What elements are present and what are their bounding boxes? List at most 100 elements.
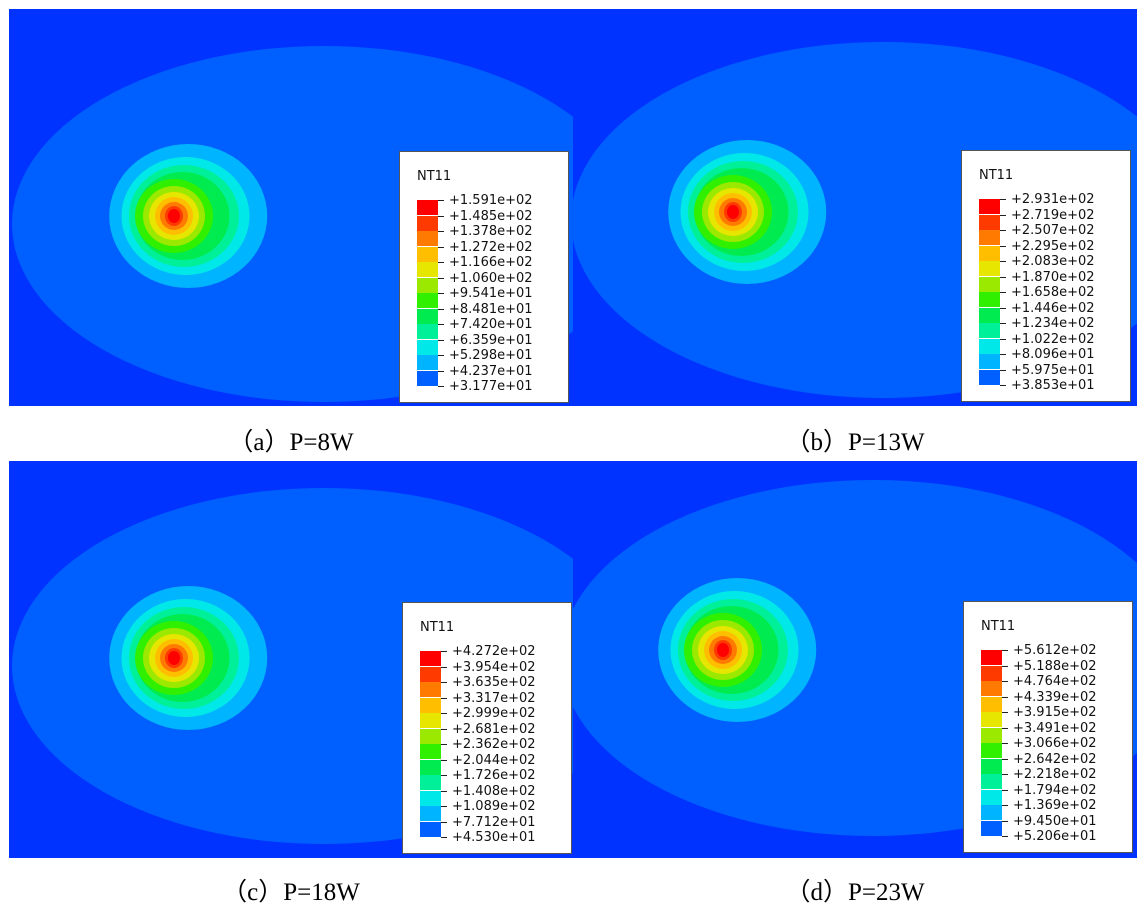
legend-tick <box>1002 650 1008 651</box>
legend-value: +2.295e+02 <box>1011 238 1095 254</box>
legend-value: +2.999e+02 <box>452 706 536 721</box>
legend-tick <box>441 666 447 668</box>
legend-swatch <box>420 744 441 759</box>
legend-tick <box>1000 292 1006 293</box>
legend-tick <box>1002 805 1008 806</box>
legend-swatch <box>981 665 1002 681</box>
contour-region-level-12 <box>717 643 729 657</box>
legend-tick <box>438 200 444 201</box>
legend-tick <box>438 355 444 356</box>
legend-tick <box>1002 665 1008 667</box>
legend-tick <box>1002 712 1008 713</box>
legend-value: +4.764e+02 <box>1013 674 1097 689</box>
legend-swatch <box>420 728 441 744</box>
legend-value: +1.591e+02 <box>449 193 533 208</box>
legend-swatch <box>417 246 438 262</box>
legend-tick <box>441 790 447 792</box>
legend-swatch <box>981 727 1002 743</box>
legend-swatch <box>979 338 1000 354</box>
legend-tick <box>438 324 444 325</box>
legend-tick <box>441 759 447 761</box>
legend-value: +1.408e+02 <box>452 783 536 799</box>
legend-swatch <box>420 682 441 697</box>
legend-value: +4.339e+02 <box>1013 689 1097 705</box>
legend-tick <box>1002 696 1008 698</box>
contour-panel-a: NT11 +1.591e+02 +1.485e+02 +1.378e+02 +1.272… <box>9 9 573 406</box>
legend-value: +1.726e+02 <box>452 768 536 783</box>
legend-swatch <box>981 774 1002 789</box>
legend-value: +2.044e+02 <box>452 752 536 768</box>
legend-swatch <box>417 277 438 293</box>
legend-tick <box>1002 758 1008 760</box>
legend-tick <box>1000 323 1006 324</box>
legend-title: NT11 <box>979 168 1014 183</box>
legend-value: +7.420e+01 <box>449 317 533 332</box>
legend-value: +4.530e+01 <box>452 830 536 845</box>
legend-value: +3.853e+01 <box>1011 378 1095 393</box>
legend-tick <box>438 370 444 372</box>
legend-swatch <box>981 789 1002 805</box>
legend-value: +1.089e+02 <box>452 799 536 814</box>
legend-tick <box>441 806 447 807</box>
legend-swatch <box>420 759 441 775</box>
legend-value: +2.719e+02 <box>1011 207 1095 223</box>
legend-value: +2.681e+02 <box>452 721 536 737</box>
legend-swatch <box>417 215 438 231</box>
legend-title: NT11 <box>981 619 1016 634</box>
legend-value: +9.450e+01 <box>1013 813 1097 829</box>
legend-swatch <box>417 308 438 324</box>
caption-b: （b）P=13W <box>785 429 925 456</box>
legend-title: NT11 <box>420 620 455 635</box>
legend-title: NT11 <box>417 169 452 184</box>
legend-swatch <box>979 214 1000 230</box>
legend-tick <box>441 713 447 714</box>
legend-tick <box>438 215 444 217</box>
legend-value: +1.272e+02 <box>449 239 533 255</box>
legend-swatch <box>417 293 438 308</box>
legend-value: +2.642e+02 <box>1013 751 1097 767</box>
legend-tick <box>441 651 447 652</box>
legend-value: +1.485e+02 <box>449 208 533 224</box>
legend-tick <box>438 231 444 232</box>
legend-swatch <box>979 261 1000 276</box>
legend-c: NT11 +4.272e+02 +3.954e+02 +3.635e+02 +3.317… <box>402 602 572 854</box>
legend-value: +3.954e+02 <box>452 659 536 675</box>
legend-swatch <box>420 713 441 728</box>
legend-tick <box>438 308 444 310</box>
legend-swatch <box>420 651 441 666</box>
contour-region-level-12 <box>168 651 180 665</box>
legend-tick <box>1000 245 1006 247</box>
legend-value: +3.915e+02 <box>1013 705 1097 720</box>
legend-value: +2.362e+02 <box>452 737 536 752</box>
legend-swatch <box>417 324 438 339</box>
legend-tick <box>441 775 447 776</box>
contour-region-level-12 <box>168 209 180 223</box>
legend-value: +2.931e+02 <box>1011 192 1095 207</box>
contour-panel-b: NT11 +2.931e+02 +2.719e+02 +2.507e+02 +2.295… <box>573 9 1137 406</box>
legend-tick <box>438 293 444 294</box>
legend-swatch <box>979 323 1000 338</box>
legend-swatch <box>420 790 441 806</box>
legend-tick <box>441 682 447 683</box>
legend-swatch <box>981 758 1002 774</box>
legend-tick <box>441 728 447 730</box>
legend-value: +2.507e+02 <box>1011 223 1095 238</box>
legend-value: +6.359e+01 <box>449 332 533 348</box>
legend-swatch <box>981 820 1002 836</box>
legend-swatch <box>417 370 438 386</box>
legend-value: +1.794e+02 <box>1013 782 1097 798</box>
legend-swatch <box>420 775 441 790</box>
legend-swatch <box>981 712 1002 727</box>
legend-tick <box>438 386 444 387</box>
contour-region-level-12 <box>727 205 739 219</box>
legend-tick <box>1000 354 1006 355</box>
legend-value: +1.060e+02 <box>449 270 533 286</box>
legend-tick <box>1000 307 1006 309</box>
legend-tick <box>438 277 444 279</box>
legend-tick <box>441 837 447 838</box>
legend-b: NT11 +2.931e+02 +2.719e+02 +2.507e+02 +2.295… <box>961 150 1131 402</box>
legend-swatch <box>981 681 1002 696</box>
legend-value: +1.234e+02 <box>1011 316 1095 331</box>
legend-value: +1.446e+02 <box>1011 300 1095 316</box>
legend-value: +5.612e+02 <box>1013 643 1097 658</box>
